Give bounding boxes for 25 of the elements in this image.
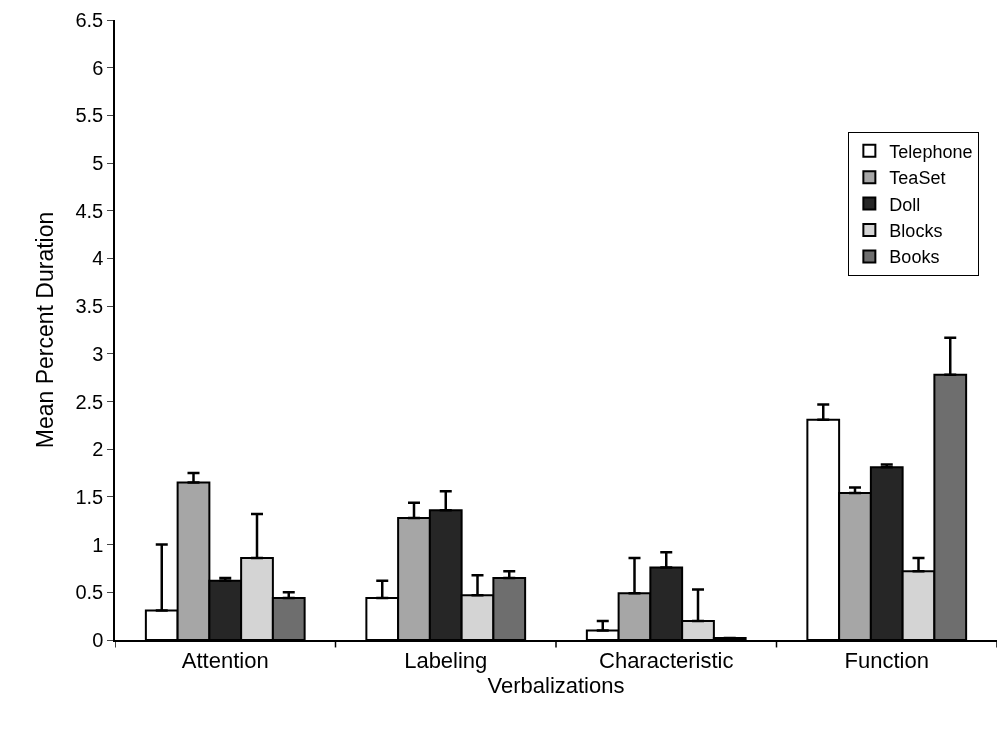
y-tick-label: 1.5 — [75, 485, 104, 508]
y-tick-label: 0 — [92, 629, 104, 651]
y-tick-label: 2 — [92, 438, 104, 461]
x-tick-label: Attention — [181, 648, 269, 674]
y-tick-label: 4.5 — [75, 199, 104, 222]
x-tick-label: Labeling — [404, 648, 488, 674]
y-tick-label: 3.5 — [75, 295, 104, 318]
y-tick-label: 1 — [92, 533, 104, 556]
y-tick-label: 6 — [92, 56, 104, 79]
legend-label: Doll — [889, 194, 921, 215]
legend-label: Blocks — [889, 221, 943, 242]
legend-label: Telephone — [889, 141, 973, 162]
x-tick-label: Characteristic — [599, 648, 734, 674]
y-axis-title: Mean Percent Duration — [32, 211, 59, 449]
y-tick-label: 2.5 — [75, 390, 104, 413]
y-tick-label: 5 — [92, 152, 104, 175]
legend-label: TeaSet — [889, 168, 946, 189]
x-tick-label: Function — [844, 648, 929, 674]
legend-label: Books — [889, 247, 940, 268]
y-tick-label: 0.5 — [75, 581, 104, 604]
y-tick-label: 6.5 — [75, 9, 104, 31]
x-axis-title: Verbalizations — [487, 673, 625, 699]
y-tick-label: 5.5 — [75, 104, 104, 127]
y-tick-label: 3 — [92, 342, 104, 365]
y-tick-label: 4 — [92, 247, 104, 270]
